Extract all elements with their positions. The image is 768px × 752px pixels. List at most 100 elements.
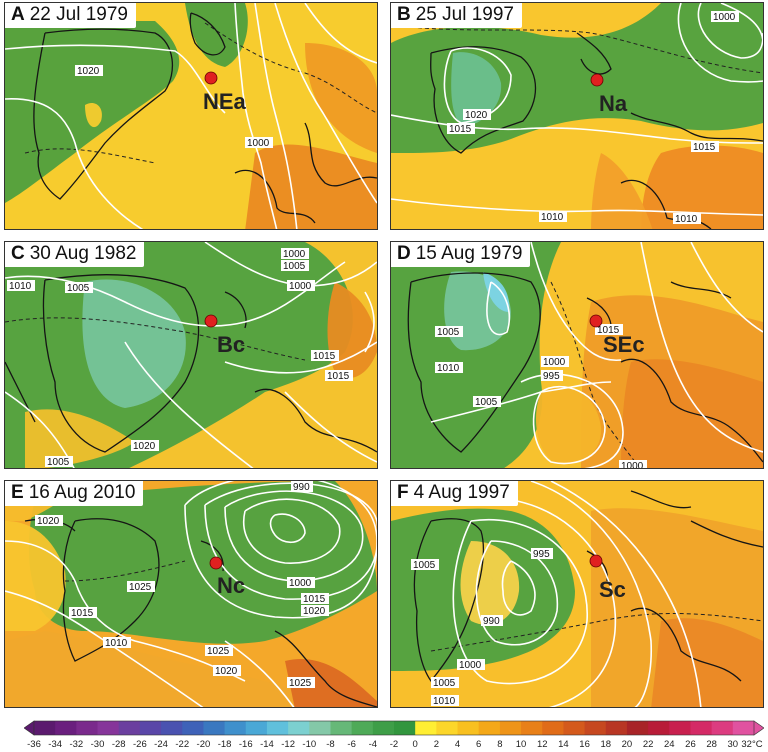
isobar-label: 1025 xyxy=(287,677,315,689)
coastline xyxy=(670,281,732,299)
svg-text:1015: 1015 xyxy=(71,608,94,619)
svg-text:1000: 1000 xyxy=(289,578,312,589)
station-label: NEa xyxy=(203,89,246,114)
isobar-label: 1000 xyxy=(245,137,273,149)
temperature-region xyxy=(245,144,377,229)
colorbar-segment xyxy=(584,721,607,735)
colorbar-segment xyxy=(478,721,501,735)
isobar-label: 995 xyxy=(541,370,563,382)
colorbar-segment xyxy=(394,721,416,735)
map-d: 1005 1015 1010 1000 995 1005 1000 xyxy=(391,242,763,468)
colorbar-segment xyxy=(605,721,628,735)
coastline xyxy=(33,28,174,200)
colorbar-min-arrow xyxy=(23,720,35,736)
svg-text:1010: 1010 xyxy=(9,281,32,292)
svg-text:1005: 1005 xyxy=(413,560,436,571)
panel-header: E 16 Aug 2010 xyxy=(5,481,144,506)
isobar-label: 1020 xyxy=(35,515,63,527)
panel-header: C 30 Aug 1982 xyxy=(5,242,145,267)
colorbar-segment xyxy=(351,721,374,735)
colorbar-tick-label: -6 xyxy=(347,739,356,750)
svg-text:1015: 1015 xyxy=(327,371,350,382)
colorbar-tick-label: 14 xyxy=(558,739,569,750)
colorbar-segment xyxy=(542,721,564,735)
svg-text:990: 990 xyxy=(483,616,500,627)
isobar xyxy=(530,242,622,361)
svg-text:1005: 1005 xyxy=(283,261,306,272)
colorbar-tick-label: -20 xyxy=(196,739,211,750)
station-label: Nc xyxy=(217,573,246,598)
isobar-label: 1000 xyxy=(457,659,485,671)
colorbar-tick-label: -34 xyxy=(48,739,63,750)
isobar-label: 1000 xyxy=(287,577,315,589)
panel-header: A 22 Jul 1979 xyxy=(5,3,136,28)
isobar xyxy=(284,391,377,463)
coastline xyxy=(274,630,377,707)
isobar xyxy=(677,3,763,83)
isobar-label: 1020 xyxy=(213,665,241,677)
panel-date: 25 Jul 1997 xyxy=(415,4,514,25)
isobar-label: 1010 xyxy=(7,280,35,292)
panel-header: D 15 Aug 1979 xyxy=(391,242,531,267)
colorbar-segment xyxy=(372,721,395,735)
svg-text:1005: 1005 xyxy=(433,678,456,689)
isobar-label: 1005 xyxy=(45,456,73,468)
isobar-label: 1025 xyxy=(127,581,155,593)
svg-text:1000: 1000 xyxy=(543,357,566,368)
svg-text:1020: 1020 xyxy=(133,441,156,452)
colorbar-tick-label: -10 xyxy=(302,739,317,750)
isobar xyxy=(224,640,295,707)
colorbar-segment xyxy=(97,721,120,735)
isobar-label: 1015 xyxy=(69,607,97,619)
temperature-contour xyxy=(410,26,763,74)
panel-letter: E xyxy=(11,482,24,503)
svg-text:995: 995 xyxy=(533,549,550,560)
colorbar-tick-label: 18 xyxy=(600,739,612,750)
panel-letter: F xyxy=(397,482,409,503)
isobar-label: 1005 xyxy=(435,326,463,338)
svg-text:990: 990 xyxy=(293,482,310,493)
colorbar-segment xyxy=(690,721,713,735)
colorbar-tick-label: 20 xyxy=(621,739,633,750)
isobar-label: 1015 xyxy=(301,593,329,605)
colorbar-tick-label: 2 xyxy=(433,739,439,750)
temperature-region xyxy=(305,43,377,153)
colorbar-tick-label: -32 xyxy=(69,739,84,750)
map-panel-e: 990 1020 1025 1000 1015 1020 1015 1010 1025 1020 1… xyxy=(4,480,378,708)
coastline xyxy=(413,518,485,683)
svg-text:1005: 1005 xyxy=(47,457,70,468)
colorbar-tick-label: 0 xyxy=(412,739,418,750)
coastline xyxy=(234,169,316,224)
coastline xyxy=(630,607,742,682)
colorbar-tick-label: 26 xyxy=(685,739,696,750)
isobar xyxy=(269,513,306,544)
station-marker xyxy=(209,556,223,570)
colorbar-segment xyxy=(203,721,226,735)
coastline xyxy=(630,490,692,509)
isobar-label: 1000 xyxy=(711,11,739,23)
colorbar-tick-label: 22 xyxy=(642,739,654,750)
colorbar-tick-label: -14 xyxy=(260,739,274,750)
colorbar-tick-label: 8 xyxy=(497,739,503,750)
panel-date: 22 Jul 1979 xyxy=(29,4,128,25)
isobar-label: 1015 xyxy=(311,350,339,362)
colorbar-segment xyxy=(499,721,522,735)
colorbar-tick-label: 10 xyxy=(515,739,527,750)
panel-letter: A xyxy=(11,4,25,25)
colorbar-segment xyxy=(76,721,99,735)
temperature-region xyxy=(651,618,763,707)
isobar xyxy=(640,242,763,453)
isobar xyxy=(486,281,511,336)
temperature-contour xyxy=(550,281,641,468)
colorbar-segment xyxy=(224,721,247,735)
coastline xyxy=(630,112,763,142)
colorbar-tick-label: -18 xyxy=(217,739,232,750)
colorbar-segment xyxy=(330,721,353,735)
station-marker xyxy=(204,71,218,85)
map-panel-c: 1000 1005 1010 1005 1000 1015 1015 1020 1005 Bc C 3… xyxy=(4,241,378,469)
panel-header: B 25 Jul 1997 xyxy=(391,3,522,28)
svg-text:1005: 1005 xyxy=(437,327,460,338)
isobar-label: 1010 xyxy=(435,362,463,374)
coastline xyxy=(254,388,377,453)
